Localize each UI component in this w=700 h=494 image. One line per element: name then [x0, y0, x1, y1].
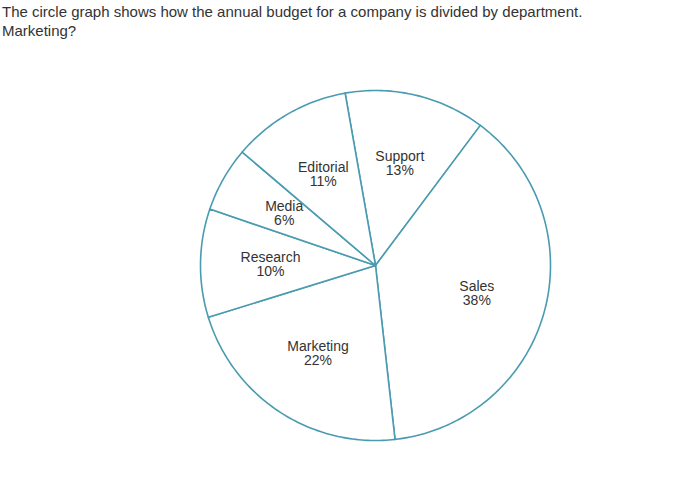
svg-text:Media6%: Media6% [265, 198, 303, 228]
svg-text:Editorial11%: Editorial11% [298, 159, 349, 189]
svg-text:Support13%: Support13% [375, 148, 424, 178]
svg-text:Marketing22%: Marketing22% [287, 338, 348, 368]
html-text:The circle graph shows how the: The circle graph shows how the annual bu… [2, 3, 583, 20]
svg-text:Sales38%: Sales38% [459, 278, 494, 308]
svg-text:Research10%: Research10% [241, 249, 301, 279]
html-text:Marketing?: Marketing? [2, 22, 77, 39]
